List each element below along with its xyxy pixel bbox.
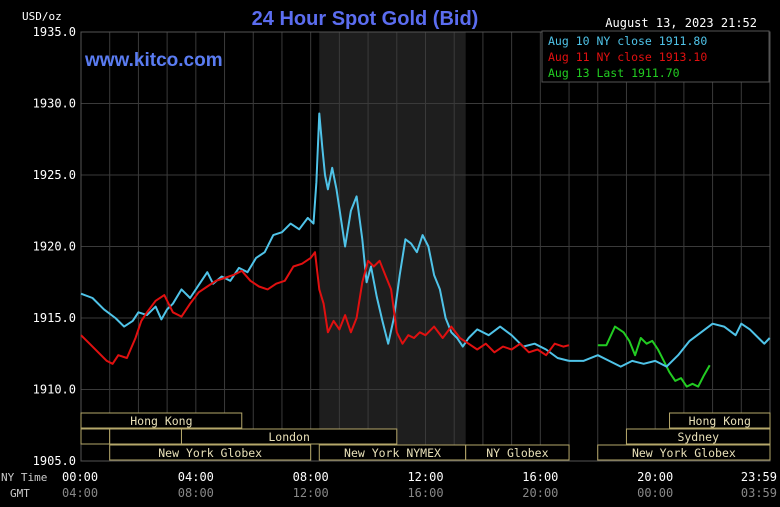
legend-item-aug11: Aug 11 NY close 1913.10: [548, 50, 707, 64]
x-tick-label-gmt: 12:00: [293, 486, 329, 500]
session-box: [597, 444, 771, 461]
series-line-1: [80, 251, 570, 365]
x-row-label-gmt: GMT: [10, 487, 30, 500]
session-box: [109, 444, 312, 461]
session-label: London: [268, 430, 310, 444]
y-tick-label: 1905.0: [33, 454, 76, 468]
watermark-url: www.kitco.com: [84, 50, 223, 71]
plot-area-border: [80, 31, 771, 462]
session-label: New York Globex: [158, 446, 262, 460]
series-line-0: [80, 112, 570, 362]
session-box: [109, 428, 182, 445]
x-tick-label-gmt: 16:00: [407, 486, 443, 500]
legend-box: [541, 30, 770, 83]
legend: Aug 10 NY close 1911.80 Aug 11 NY close …: [541, 30, 770, 83]
x-tick-label-ny: 16:00: [522, 470, 558, 484]
x-tick-label-gmt: 03:59: [741, 486, 777, 500]
y-axis-ticks: 1935.0 1930.0 1925.0 1920.0 1915.0 1910.0 1905…: [33, 25, 76, 468]
session-box: [625, 428, 771, 445]
x-tick-label-ny: 23:59: [741, 470, 777, 484]
x-tick-label-ny: 20:00: [637, 470, 673, 484]
session-label: Sydney: [677, 430, 719, 444]
x-axis-ticks: 00:00 04:00 04:00 08:00 08:00 12:00 12:00 16:00…: [62, 470, 777, 500]
session-box: [180, 428, 398, 445]
session-label: New York NYMEX: [344, 446, 441, 460]
session-label: Hong Kong: [689, 414, 751, 428]
x-tick-label-ny: 08:00: [293, 470, 329, 484]
session-label: NY Globex: [486, 446, 548, 460]
x-tick-label-gmt: 20:00: [522, 486, 558, 500]
session-box: [465, 444, 570, 461]
y-tick-label: 1915.0: [33, 311, 76, 325]
x-tick-label-gmt: 04:00: [62, 486, 98, 500]
chart-date: August 13, 2023 21:52: [605, 16, 757, 30]
grid-layer: [80, 31, 771, 462]
y-tick-label: 1930.0: [33, 97, 76, 111]
series-line-2: [597, 325, 711, 388]
series-line-3: [569, 322, 771, 368]
session-box: [80, 412, 243, 429]
chart-title: 24 Hour Spot Gold (Bid): [252, 8, 479, 30]
legend-item-aug10: Aug 10 NY close 1911.80: [548, 34, 707, 48]
x-tick-label-ny: 12:00: [407, 470, 443, 484]
y-tick-label: 1925.0: [33, 168, 76, 182]
x-tick-label-gmt: 08:00: [178, 486, 214, 500]
session-label: Hong Kong: [130, 414, 192, 428]
x-row-label-ny: NY Time: [1, 471, 47, 484]
y-tick-label: 1920.0: [33, 240, 76, 254]
x-tick-label-ny: 00:00: [62, 470, 98, 484]
series-lines: [80, 112, 771, 388]
market-sessions: Hong Kong Hong Kong London Sydney New York G…: [80, 412, 771, 461]
x-tick-label-ny: 04:00: [178, 470, 214, 484]
legend-item-aug13: Aug 13 Last 1911.70: [548, 66, 680, 80]
y-tick-label: 1935.0: [33, 25, 76, 39]
session-box: [80, 428, 111, 445]
session-box: [669, 412, 771, 429]
session-label: New York Globex: [632, 446, 736, 460]
y-unit-label: USD/oz: [22, 10, 62, 23]
y-tick-label: 1910.0: [33, 383, 76, 397]
x-tick-label-gmt: 00:00: [637, 486, 673, 500]
